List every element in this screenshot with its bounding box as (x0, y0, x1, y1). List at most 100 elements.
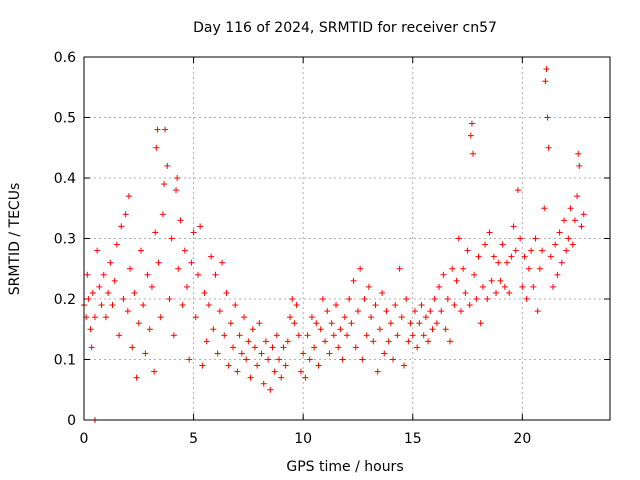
data-point (254, 362, 261, 369)
data-point (160, 181, 167, 188)
data-point (554, 271, 561, 278)
data-point (212, 271, 219, 278)
data-point (214, 350, 221, 357)
data-point (484, 296, 491, 302)
y-tick-label: 0.2 (54, 292, 76, 308)
data-point (188, 259, 195, 266)
data-point (243, 356, 250, 363)
data-point (111, 277, 118, 284)
data-point (556, 229, 563, 236)
data-point (174, 175, 181, 181)
data-point (153, 144, 160, 151)
y-tick-label: 0 (67, 413, 76, 429)
data-point (168, 235, 175, 242)
data-point (219, 259, 226, 266)
data-point (317, 326, 324, 333)
x-tick-label: 15 (404, 431, 422, 447)
data-point (88, 344, 95, 351)
data-point (282, 362, 289, 369)
data-point (569, 241, 576, 248)
data-point (221, 332, 228, 339)
data-point (300, 350, 307, 357)
data-point (383, 308, 390, 315)
data-point (497, 277, 504, 284)
data-point (576, 162, 583, 169)
data-point (467, 132, 474, 139)
data-point (152, 229, 159, 236)
data-point (381, 350, 388, 357)
data-point (118, 223, 125, 230)
grid (84, 57, 610, 420)
data-point (227, 320, 234, 327)
plot-frame (83, 56, 611, 421)
data-point (468, 120, 475, 127)
data-point (203, 338, 210, 345)
data-point (142, 350, 149, 357)
data-point (449, 265, 456, 272)
data-point (170, 332, 177, 339)
data-point (418, 302, 425, 309)
data-point (265, 356, 272, 363)
data-point (525, 265, 532, 272)
data-point (385, 338, 392, 345)
data-point (361, 296, 368, 302)
data-point (508, 253, 515, 260)
data-point (514, 187, 521, 194)
data-point (197, 223, 204, 230)
data-point (249, 326, 256, 333)
data-point (157, 314, 164, 321)
data-point (544, 114, 551, 121)
data-point (181, 247, 188, 254)
data-point (493, 289, 500, 296)
data-point (470, 150, 477, 157)
data-point (159, 211, 166, 218)
data-point (352, 344, 359, 351)
data-point (179, 302, 186, 309)
data-point (530, 283, 537, 290)
ticks: 0 0.1 0.2 0.3 0.4 0.5 0.6 0 5 10 15 20 (54, 50, 610, 447)
data-point (330, 332, 337, 339)
data-point (85, 296, 92, 302)
data-point (258, 350, 265, 357)
data-point (116, 332, 123, 339)
data-point (545, 144, 552, 151)
data-point (155, 259, 162, 266)
data-point (477, 320, 484, 327)
data-point (201, 289, 208, 296)
y-tick-label: 0.6 (54, 50, 76, 66)
data-point (575, 150, 582, 157)
data-point (512, 247, 519, 254)
data-point (521, 253, 528, 260)
data-point (184, 283, 191, 290)
data-point (398, 314, 405, 321)
data-point (135, 320, 142, 327)
data-point (251, 344, 258, 351)
data-point (297, 368, 304, 375)
data-point (166, 296, 173, 302)
data-point (414, 344, 421, 351)
data-point (427, 308, 434, 315)
data-point (129, 344, 136, 351)
data-point (464, 247, 471, 254)
x-tick-label: 5 (189, 431, 198, 447)
data-point (225, 362, 232, 369)
x-tick-label: 10 (294, 431, 312, 447)
data-point (84, 271, 91, 278)
data-point (407, 320, 414, 327)
data-point (400, 362, 407, 369)
data-point (359, 356, 366, 363)
y-tick-label: 0.5 (54, 111, 76, 127)
data-point (357, 265, 364, 272)
data-point (256, 320, 263, 327)
data-point (96, 283, 103, 290)
data-point (560, 217, 567, 224)
data-point (403, 296, 410, 302)
data-point (534, 308, 541, 315)
data-point (240, 314, 247, 321)
data-point (348, 320, 355, 327)
data-point (444, 296, 451, 302)
data-point (280, 344, 287, 351)
data-point (416, 320, 423, 327)
data-point (199, 362, 206, 369)
data-points (81, 66, 587, 423)
